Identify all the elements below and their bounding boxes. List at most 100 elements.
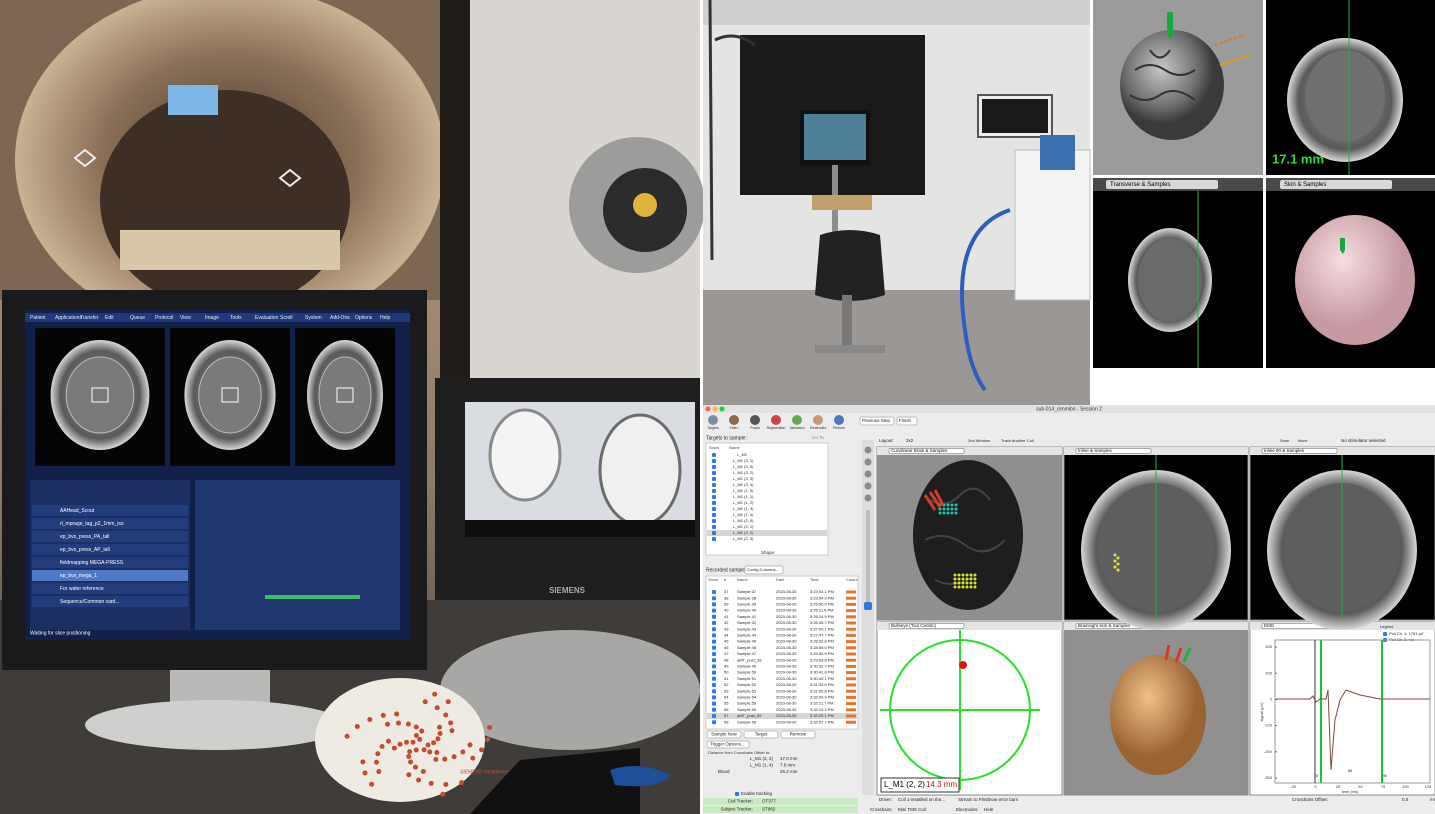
checkbox[interactable] bbox=[712, 670, 716, 675]
target-name[interactable]: L_M1 (1, 3) bbox=[733, 506, 754, 511]
toolbar-label[interactable]: Poses bbox=[750, 426, 760, 430]
checkbox[interactable] bbox=[712, 507, 716, 511]
target-name[interactable]: L_M1 (2, 2) bbox=[733, 530, 754, 535]
nav-button-label[interactable]: Previous Step bbox=[862, 418, 891, 423]
toolbar-label[interactable]: Electrodes bbox=[810, 426, 827, 430]
button[interactable] bbox=[743, 730, 779, 739]
target-name[interactable]: L_M1 (3, 4) bbox=[733, 482, 754, 487]
view-title[interactable]: Inline 90 & Samples bbox=[1264, 448, 1305, 453]
button-label[interactable]: Target bbox=[755, 732, 768, 737]
toolbar-icon[interactable] bbox=[729, 415, 739, 425]
checkbox[interactable] bbox=[712, 633, 716, 638]
toolbar-icon[interactable] bbox=[708, 415, 718, 425]
tool-icon[interactable] bbox=[864, 494, 872, 502]
toolbar-label[interactable]: Perform bbox=[833, 426, 846, 430]
checkbox[interactable] bbox=[712, 720, 716, 725]
checkbox[interactable] bbox=[712, 645, 716, 650]
target-name[interactable]: L_M1 (1, 1) bbox=[733, 494, 754, 499]
target-name[interactable]: L_M1 (2, 1) bbox=[733, 524, 754, 529]
target-name[interactable]: L_M1 (1, 0) bbox=[733, 488, 754, 493]
button-label[interactable]: Track Another Coil bbox=[1001, 438, 1034, 443]
checkbox[interactable] bbox=[712, 596, 716, 601]
checkbox[interactable] bbox=[735, 792, 739, 796]
bottom-bar-item[interactable]: Mini TMS Coil bbox=[898, 807, 926, 812]
view-select[interactable] bbox=[1075, 448, 1152, 454]
view-title[interactable]: Skin & Samples bbox=[1284, 182, 1326, 188]
checkbox[interactable] bbox=[712, 471, 716, 475]
bottom-bar-item[interactable]: Coil 1-installed on the... bbox=[898, 797, 945, 802]
toolbar-icon[interactable] bbox=[750, 415, 760, 425]
target-name[interactable]: L_M1 (3, 0) bbox=[733, 464, 754, 469]
view-select[interactable] bbox=[888, 623, 965, 629]
toolbar-icon[interactable] bbox=[771, 415, 781, 425]
nav-button[interactable] bbox=[896, 416, 918, 426]
checkbox[interactable] bbox=[712, 614, 716, 619]
checkbox[interactable] bbox=[712, 689, 716, 694]
checkbox[interactable] bbox=[712, 495, 716, 499]
nav-button-label[interactable]: Finish bbox=[899, 418, 912, 423]
bottom-bar-item[interactable]: Hide bbox=[984, 807, 994, 812]
toolbar-label[interactable]: Video bbox=[730, 426, 739, 430]
target-name[interactable]: L_M1 bbox=[737, 452, 748, 457]
checkbox[interactable] bbox=[712, 513, 716, 517]
checkbox[interactable] bbox=[712, 525, 716, 529]
toolbar-label[interactable]: Registration bbox=[767, 426, 786, 430]
checkbox[interactable] bbox=[712, 465, 716, 469]
button-label[interactable]: Remove bbox=[790, 732, 807, 737]
dropdown-value[interactable]: 3x2 bbox=[906, 438, 914, 443]
checkbox[interactable] bbox=[712, 701, 716, 706]
bottom-bar-item[interactable]: Show error bars bbox=[986, 797, 1019, 802]
window-control[interactable] bbox=[712, 406, 718, 412]
checkbox[interactable] bbox=[712, 608, 716, 613]
checkbox[interactable] bbox=[712, 537, 716, 541]
checkbox[interactable] bbox=[712, 627, 716, 632]
legend-entry[interactable]: Poll Ch. 1: 1761 µV bbox=[1389, 631, 1424, 636]
checkbox[interactable] bbox=[712, 714, 716, 718]
target-name[interactable]: L_M1 (3, 3) bbox=[733, 476, 754, 481]
nav-button[interactable] bbox=[859, 416, 895, 426]
checkbox[interactable] bbox=[712, 531, 716, 535]
target-name[interactable]: L_M1 (2, 0) bbox=[733, 518, 754, 523]
checkbox[interactable] bbox=[712, 676, 716, 681]
button[interactable] bbox=[780, 730, 816, 739]
view-title[interactable]: Curvilinear Brain & Samples bbox=[891, 448, 948, 453]
view-title[interactable]: EMG bbox=[1264, 623, 1275, 628]
target-name[interactable]: L_M1 (1, 4) bbox=[733, 512, 754, 517]
target-name[interactable]: L_M1 (3, 2) bbox=[733, 470, 754, 475]
checkbox[interactable] bbox=[712, 664, 716, 669]
view-title[interactable]: Brainsight skin & Samples bbox=[1078, 623, 1131, 628]
target-name[interactable]: L_M1 (3, 1) bbox=[733, 458, 754, 463]
button[interactable] bbox=[706, 730, 742, 739]
checkbox[interactable] bbox=[712, 483, 716, 487]
toolbar-icon[interactable] bbox=[834, 415, 844, 425]
checkbox[interactable] bbox=[712, 501, 716, 505]
checkbox[interactable] bbox=[712, 453, 716, 457]
target-name[interactable]: L_M1 (2, 3) bbox=[733, 536, 754, 541]
checkbox[interactable] bbox=[712, 489, 716, 493]
checkbox[interactable] bbox=[712, 459, 716, 463]
checkbox[interactable] bbox=[712, 658, 716, 663]
checkbox[interactable] bbox=[712, 477, 716, 481]
view-select[interactable] bbox=[888, 448, 965, 454]
tool-icon[interactable] bbox=[864, 446, 872, 454]
checkbox[interactable] bbox=[712, 652, 716, 656]
checkbox[interactable] bbox=[712, 707, 716, 712]
button-label[interactable]: Config Columns... bbox=[747, 567, 779, 572]
checkbox[interactable] bbox=[712, 519, 716, 523]
bottom-bar-item[interactable]: Stream to File... bbox=[958, 797, 990, 802]
toolbar-icon[interactable] bbox=[792, 415, 802, 425]
slider-thumb[interactable] bbox=[864, 602, 872, 610]
tool-icon[interactable] bbox=[864, 482, 872, 490]
checkbox[interactable] bbox=[712, 621, 716, 625]
checkbox[interactable] bbox=[712, 683, 716, 687]
view-title[interactable]: Inline & Samples bbox=[1078, 448, 1113, 453]
button-label[interactable]: Sample Now bbox=[711, 732, 737, 737]
target-name[interactable]: L_M1 (1, 2) bbox=[733, 500, 754, 505]
window-control[interactable] bbox=[705, 406, 711, 412]
button-label[interactable]: Go To bbox=[812, 435, 824, 440]
button-label[interactable]: 2nd Window bbox=[968, 438, 990, 443]
button-label[interactable]: Trigger Options... bbox=[710, 742, 745, 747]
button[interactable] bbox=[706, 740, 750, 749]
checkbox[interactable] bbox=[712, 590, 716, 594]
button[interactable] bbox=[744, 565, 784, 575]
